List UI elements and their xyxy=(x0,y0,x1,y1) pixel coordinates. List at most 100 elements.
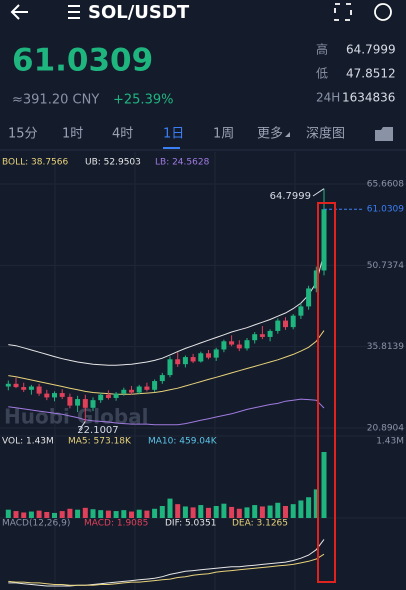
watermark: Huobi Global xyxy=(4,405,149,429)
volume-bar xyxy=(144,510,150,518)
candle-body xyxy=(259,334,265,337)
volume-bar xyxy=(221,503,227,518)
candle-body xyxy=(252,334,258,341)
dea-label: DEA: 3.1265 xyxy=(232,519,288,529)
candle-body xyxy=(67,396,73,406)
volume-bar xyxy=(275,502,281,518)
back-button[interactable] xyxy=(10,4,28,20)
max-label: 64.7999 xyxy=(270,191,311,202)
dif-line xyxy=(8,539,325,587)
candle-body xyxy=(59,393,65,397)
menu-icon[interactable] xyxy=(68,5,80,19)
volume-bar xyxy=(82,507,88,518)
volume-bar xyxy=(213,506,219,518)
max-pointer xyxy=(312,188,325,197)
boll-label: BOLL: 38.7566 xyxy=(2,158,69,168)
last-price-label: 61.0309 xyxy=(367,205,404,215)
volume-bar xyxy=(67,508,73,518)
y-tick-label: 50.7374 xyxy=(367,261,404,271)
candle-body xyxy=(221,341,227,350)
tabs: 15分 1时 4时 1日 1周 更多 深度图 xyxy=(8,126,345,149)
ma5-label: MA5: 573.18K xyxy=(68,437,132,447)
volume-bar xyxy=(121,510,127,518)
candle-body xyxy=(290,315,296,328)
tab[interactable]: 1日 xyxy=(163,127,184,142)
tab[interactable]: 更多 xyxy=(257,126,283,142)
refresh-icon[interactable] xyxy=(374,3,392,21)
price: 61.0309 xyxy=(12,43,153,79)
candle-body xyxy=(13,383,19,388)
tab[interactable]: 1周 xyxy=(213,127,234,142)
ma10-label: MA10: 459.04K xyxy=(148,437,218,447)
candle-body xyxy=(229,341,235,345)
volume-bar xyxy=(175,504,181,518)
high-label: 高 xyxy=(316,42,328,57)
volume-bar xyxy=(198,505,204,518)
volume-bar xyxy=(13,511,19,518)
candle-body xyxy=(175,359,181,365)
candle-body xyxy=(298,306,304,316)
candle-body xyxy=(113,393,119,398)
candle-body xyxy=(283,320,288,328)
tab[interactable]: 15分 xyxy=(8,127,38,142)
y-tick-label: 65.6608 xyxy=(367,180,404,190)
volume-bar xyxy=(59,511,65,518)
candle-body xyxy=(244,340,250,349)
volume-bar xyxy=(283,506,288,518)
candle-body xyxy=(105,394,111,398)
volume-bar xyxy=(136,509,142,518)
volume-bar xyxy=(190,507,196,518)
min-pointer xyxy=(78,421,86,431)
candle-body xyxy=(129,389,134,393)
volume-bar xyxy=(182,506,188,518)
candle-body xyxy=(267,330,273,337)
volume-bar xyxy=(21,512,27,518)
highlight-box xyxy=(317,202,336,583)
candle-body xyxy=(213,349,219,358)
candle-body xyxy=(306,288,312,307)
candle-body xyxy=(313,270,319,289)
settings-icon[interactable] xyxy=(375,127,393,141)
candle-body xyxy=(36,386,42,394)
volume-bar xyxy=(5,509,11,518)
macd-title: MACD(12,26,9) xyxy=(2,519,70,529)
candle-body xyxy=(167,359,173,376)
volume-bar xyxy=(98,510,104,518)
boll-mid xyxy=(8,330,325,395)
candle-body xyxy=(21,387,27,390)
candle-body xyxy=(236,344,242,349)
volume-bar xyxy=(267,505,273,518)
candle-body xyxy=(28,386,34,390)
lb-label: LB: 24.5628 xyxy=(155,158,210,168)
volume-bar xyxy=(105,510,111,518)
low-label: 低 xyxy=(316,67,328,81)
volume-bar xyxy=(259,506,265,518)
candle-body xyxy=(275,320,281,331)
candle-body xyxy=(321,209,327,271)
volume-bar xyxy=(129,511,134,518)
volume-bar xyxy=(306,497,312,518)
tab[interactable]: 深度图 xyxy=(306,126,345,142)
tab[interactable]: 1时 xyxy=(62,127,83,142)
volume-bar xyxy=(252,505,258,518)
volume-bar xyxy=(28,511,34,518)
candle-body xyxy=(5,383,11,387)
dea-line xyxy=(8,553,325,586)
candle-body xyxy=(182,357,188,365)
tab[interactable]: 4时 xyxy=(112,127,133,142)
candle-body xyxy=(190,357,196,362)
candle-body xyxy=(75,399,81,406)
volume-bar xyxy=(229,506,235,518)
volume-bar xyxy=(321,452,327,518)
plot: 65.6608 50.7374 35.8139 20.8904 64.7999 61.03… xyxy=(0,180,406,587)
candle-body xyxy=(121,389,127,394)
scan-icon[interactable] xyxy=(334,3,352,21)
candle-body xyxy=(136,386,142,393)
min-label: 22.1007 xyxy=(77,425,118,436)
volume-bar xyxy=(236,508,242,518)
low: 47.8512 xyxy=(346,67,396,81)
volume-bar xyxy=(159,506,165,518)
candle-body xyxy=(98,394,104,401)
